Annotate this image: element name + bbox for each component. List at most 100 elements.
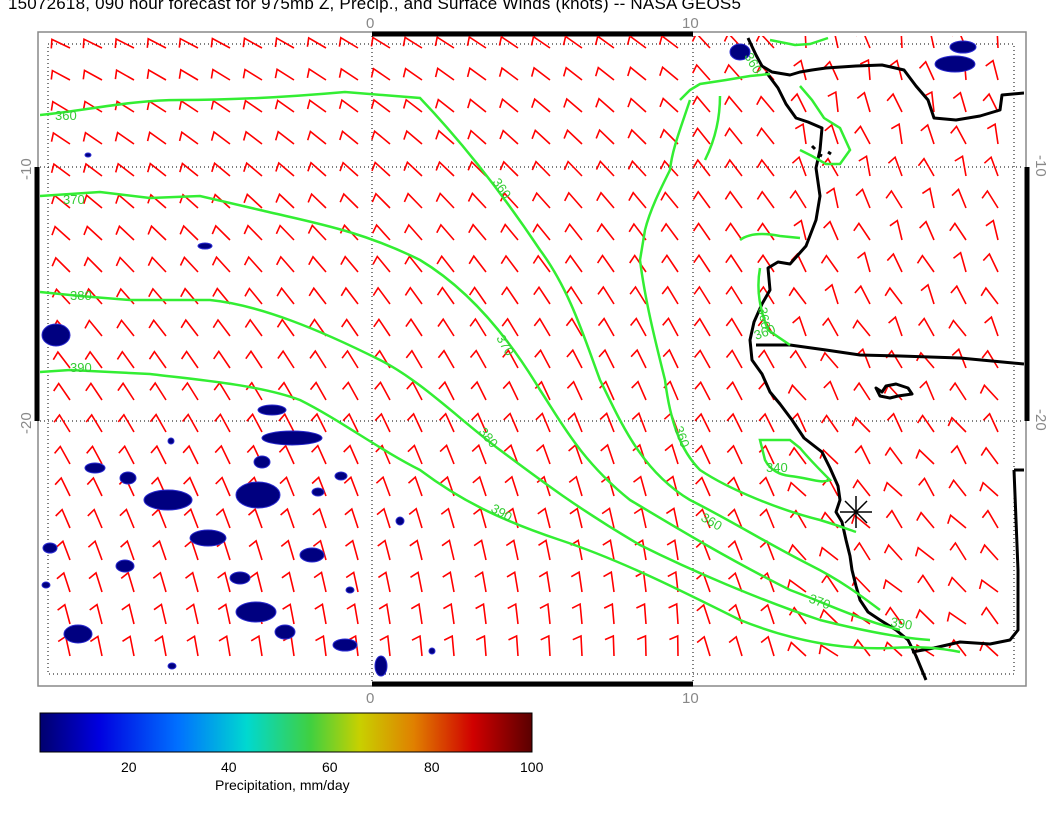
- wind-barb: [50, 69, 71, 81]
- wind-barb: [696, 603, 711, 625]
- wind-barb: [759, 508, 775, 529]
- wind-barb: [467, 191, 487, 209]
- wind-barb: [695, 539, 711, 561]
- wind-barb: [757, 349, 775, 369]
- wind-barb: [274, 36, 295, 49]
- wind-barb: [756, 126, 775, 145]
- wind-barb: [692, 190, 711, 209]
- wind-barb: [723, 36, 743, 49]
- wind-barb: [820, 511, 839, 529]
- wind-barb: [979, 383, 999, 401]
- wind-barb: [244, 318, 263, 337]
- wind-barb: [883, 481, 903, 497]
- wind-barb: [724, 190, 743, 209]
- wind-barb: [146, 37, 167, 49]
- wind-barb: [186, 634, 199, 657]
- wind-barb: [693, 285, 711, 305]
- wind-barb: [982, 92, 999, 113]
- wind-barb: [147, 193, 167, 209]
- wind-barb: [566, 380, 583, 401]
- wind-barb: [996, 36, 999, 49]
- wind-barb: [506, 571, 519, 593]
- wind-barb: [633, 475, 647, 497]
- wind-barb: [726, 412, 743, 433]
- wind-barb: [306, 98, 327, 113]
- wind-barb: [981, 509, 999, 529]
- wind-barb: [499, 191, 519, 209]
- wind-barb: [371, 223, 391, 241]
- wind-barb: [632, 443, 647, 465]
- wind-barb: [568, 475, 583, 497]
- wind-barb: [338, 98, 359, 113]
- wind-barb: [345, 571, 359, 593]
- wind-barb: [443, 602, 455, 625]
- wind-barb: [371, 129, 391, 145]
- wind-barb: [246, 412, 263, 433]
- wind-barb: [532, 254, 551, 273]
- wind-barb: [280, 507, 295, 529]
- left-tick-minus20: -20: [18, 412, 35, 434]
- wind-barb: [859, 58, 871, 81]
- wind-barb: [242, 99, 263, 113]
- wind-barb: [212, 318, 231, 337]
- wind-barb: [636, 602, 647, 625]
- wind-barb: [82, 37, 103, 49]
- wind-barb: [117, 413, 135, 433]
- wind-barb: [820, 254, 839, 273]
- wind-barb: [953, 251, 967, 273]
- wind-barb: [375, 444, 391, 465]
- wind-barb: [436, 223, 455, 241]
- wind-barb: [217, 571, 231, 593]
- wind-barb: [466, 36, 487, 49]
- wind-barb: [345, 539, 359, 561]
- wind-barb: [851, 513, 871, 529]
- wind-barb: [882, 578, 903, 593]
- wind-barb: [245, 381, 263, 401]
- wind-barb: [180, 318, 199, 337]
- wind-barb: [84, 350, 103, 369]
- wind-barb: [852, 319, 871, 337]
- wind-barb: [308, 255, 327, 273]
- wind-barb: [87, 508, 103, 529]
- wind-barb: [788, 446, 807, 465]
- wind-barb: [53, 445, 71, 465]
- wind-barb: [563, 160, 583, 177]
- wind-barb: [114, 131, 135, 145]
- wind-barb: [116, 318, 135, 337]
- wind-barb: [630, 348, 647, 369]
- wind-barb: [563, 97, 583, 113]
- wind-barb: [376, 507, 391, 529]
- wind-barb: [242, 130, 263, 145]
- wind-barb: [404, 286, 423, 305]
- wind-barb: [114, 162, 135, 177]
- wind-barb: [562, 66, 583, 81]
- wind-barb: [404, 254, 423, 273]
- wind-barb: [213, 349, 231, 369]
- wind-barb: [149, 413, 167, 433]
- wind-barb: [792, 315, 807, 337]
- wind-barb: [791, 155, 807, 177]
- wind-barb: [434, 98, 455, 113]
- colorbar-tick-20: 20: [121, 759, 137, 775]
- wind-barb: [818, 643, 839, 657]
- wind-barb: [981, 189, 999, 209]
- wind-barb: [148, 350, 167, 369]
- wind-barb: [214, 412, 231, 433]
- wind-barb: [370, 98, 391, 113]
- wind-barb: [531, 191, 551, 209]
- colorbar-tick-100: 100: [520, 759, 544, 775]
- wind-barb: [692, 95, 711, 113]
- wind-barb: [210, 37, 231, 49]
- wind-barb: [402, 67, 423, 81]
- wind-barb: [823, 380, 839, 401]
- wind-barb: [280, 539, 295, 561]
- wind-barb: [788, 286, 807, 305]
- wind-barb: [537, 507, 551, 529]
- wind-barb: [884, 606, 903, 625]
- wind-barb: [947, 513, 967, 529]
- wind-barb: [178, 130, 199, 145]
- top-tick-0: 0: [366, 15, 374, 32]
- wind-barb: [694, 444, 711, 465]
- wind-barb: [56, 571, 71, 593]
- wind-barb: [410, 571, 423, 593]
